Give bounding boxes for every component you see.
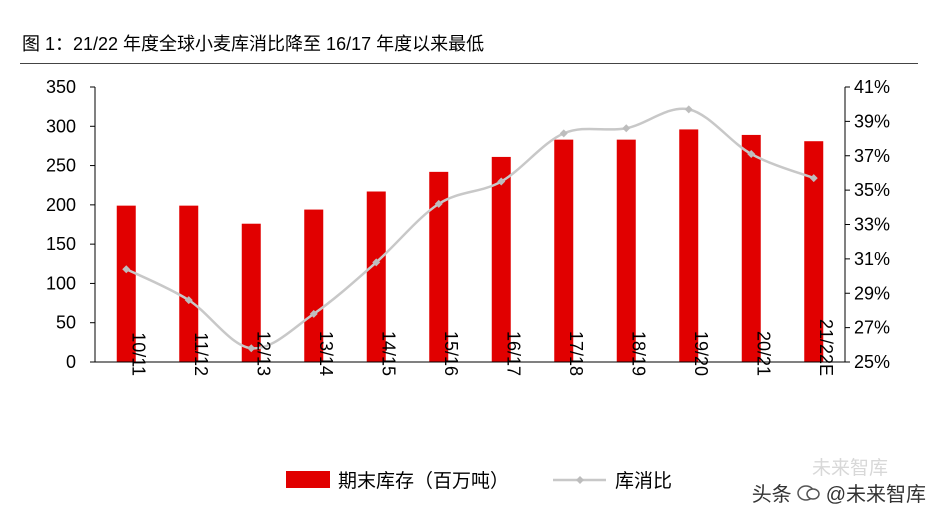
left-axis-tick-label: 50 <box>56 313 76 333</box>
x-axis-tick-label: 18/19 <box>628 331 648 376</box>
left-axis-tick-label: 300 <box>46 116 76 136</box>
right-axis-tick-label: 25% <box>854 352 890 372</box>
left-axis-tick-label: 350 <box>46 77 76 97</box>
x-axis-tick-label: 12/13 <box>253 331 273 376</box>
ratio-point <box>309 309 318 318</box>
ratio-point <box>684 105 693 114</box>
ratio-point <box>122 265 131 274</box>
right-axis-tick-label: 33% <box>854 215 890 235</box>
x-axis-tick-label: 19/20 <box>691 331 711 376</box>
line-series <box>122 105 818 353</box>
left-axis-tick-label: 250 <box>46 156 76 176</box>
bar <box>804 141 824 362</box>
bar <box>116 205 136 362</box>
watermark-account: @未来智库 <box>825 484 926 506</box>
ratio-point <box>434 199 443 208</box>
ratio-line <box>125 107 815 350</box>
right-axis-tick-label: 29% <box>854 283 890 303</box>
watermark: 头条 @未来智库 <box>752 478 926 507</box>
x-axis-tick-label: 16/17 <box>503 331 523 376</box>
left-axis-tick-label: 200 <box>46 195 76 215</box>
ratio-point <box>372 258 381 267</box>
legend: 期末库存（百万吨） 库消比 <box>286 470 672 492</box>
left-axis: 0 50 100 150 200 250 300 350 <box>46 77 96 372</box>
bar <box>179 205 199 362</box>
ratio-point <box>809 174 818 183</box>
legend-line-marker <box>576 476 584 484</box>
ratio-point <box>247 344 256 353</box>
title-divider <box>20 63 918 64</box>
bar <box>491 156 511 362</box>
x-axis-tick-label: 13/14 <box>316 331 336 376</box>
x-axis: 10/11 11/12 12/13 13/14 14/15 15/16 16/17 17/18… <box>95 319 845 376</box>
legend-bar-swatch <box>286 471 330 488</box>
ratio-point <box>497 177 506 186</box>
legend-line-label: 库消比 <box>615 470 672 492</box>
ratio-point <box>184 296 193 305</box>
left-axis-tick-label: 100 <box>46 273 76 293</box>
bar <box>554 139 574 362</box>
right-axis-tick-label: 41% <box>854 77 890 97</box>
x-axis-tick-label: 21/22E <box>816 319 836 376</box>
watermark-prefix: 头条 <box>751 484 792 506</box>
right-axis-tick-label: 31% <box>854 249 890 269</box>
ratio-point <box>747 150 756 159</box>
x-axis-tick-label: 20/21 <box>753 331 773 376</box>
right-axis-tick-label: 37% <box>854 146 890 166</box>
right-axis: 25% 27% 29% 31% 33% 35% 37% 39% 41% <box>844 77 890 372</box>
x-axis-tick-label: 17/18 <box>566 331 586 376</box>
x-axis-tick-label: 10/11 <box>128 332 148 376</box>
left-axis-tick-label: 150 <box>46 234 76 254</box>
bar <box>241 223 261 362</box>
chart-title: 图 1：21/22 年度全球小麦库消比降至 16/17 年度以来最低 <box>22 34 485 54</box>
bar <box>366 191 386 362</box>
x-axis-tick-label: 14/15 <box>378 331 398 376</box>
left-axis-tick-label: 0 <box>66 352 76 372</box>
x-axis-tick-label: 15/16 <box>441 331 461 376</box>
right-axis-tick-label: 39% <box>854 111 890 131</box>
legend-bar-label: 期末库存（百万吨） <box>338 470 509 492</box>
bar-series <box>116 129 824 362</box>
right-axis-tick-label: 35% <box>854 180 890 200</box>
right-axis-tick-label: 27% <box>854 318 890 338</box>
bar <box>429 171 449 362</box>
ratio-point <box>622 124 631 133</box>
ratio-point <box>559 129 568 138</box>
x-axis-tick-label: 11/12 <box>191 332 211 376</box>
bar <box>616 139 636 362</box>
watermark-overlay-text: 未来智库 <box>812 457 888 479</box>
bar <box>741 134 761 362</box>
watermark-logo-icon <box>796 484 820 501</box>
bar <box>304 209 324 362</box>
bar <box>679 129 699 362</box>
